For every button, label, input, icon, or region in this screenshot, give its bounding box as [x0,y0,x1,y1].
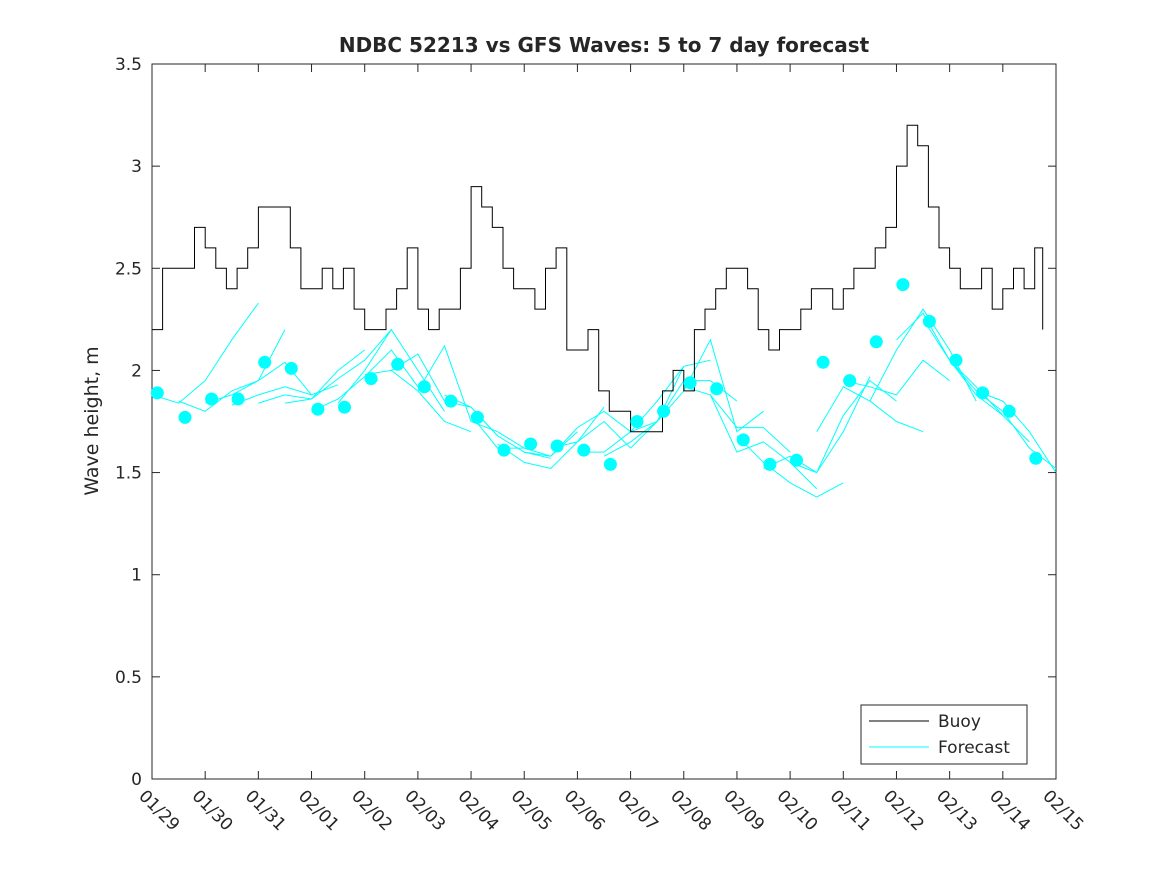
forecast-line-27 [869,308,977,402]
forecast-marker-12 [470,410,484,424]
forecast-line-14 [524,410,631,457]
x-tick-label-17: 02/15 [1038,786,1087,835]
legend-box [860,704,1028,765]
x-tick-label-1: 01/30 [188,786,237,835]
forecast-line-0 [151,302,259,404]
forecast-marker-8 [364,372,378,386]
forecast-line-19 [656,338,764,433]
forecast-marker-7 [338,400,351,414]
x-tick-label-15: 02/13 [932,786,981,835]
y-tick-label-3: 1.5 [115,464,142,484]
forecast-marker-30 [949,353,963,367]
forecast-marker-22 [736,433,750,447]
forecast-marker-9 [391,357,405,371]
forecast-marker-14 [524,437,538,451]
x-tick-label-0: 01/29 [134,786,183,835]
y-tick-label-2: 1 [131,566,142,586]
forecast-line-21 [709,394,818,490]
x-tick-label-9: 02/07 [613,786,662,835]
forecast-line-22 [736,435,844,498]
x-tick-label-16: 02/14 [985,786,1034,835]
forecast-marker-10 [417,380,431,394]
forecast-marker-6 [311,402,325,416]
series-layer [150,124,1057,498]
forecast-line-13 [497,406,605,470]
forecast-marker-19 [657,404,671,418]
x-tick-label-12: 02/10 [773,786,822,835]
y-axis-label: Wave height, m [81,346,103,495]
x-tick-label-10: 02/08 [666,786,715,835]
y-tick-label-1: 0.5 [115,668,142,688]
forecast-line-20 [683,386,791,453]
forecast-line-15 [550,420,658,449]
forecast-marker-18 [630,415,644,428]
forecast-marker-23 [763,457,777,471]
forecast-marker-2 [205,392,219,406]
x-tick-label-4: 02/02 [347,786,396,835]
legend-forecast-label: Forecast [938,738,1010,758]
x-tick-label-13: 02/11 [826,786,875,835]
chart-title: NDBC 52213 vs GFS Waves: 5 to 7 day fore… [339,33,870,57]
forecast-marker-28 [896,278,910,292]
forecast-marker-33 [1029,451,1043,465]
forecast-marker-0 [150,386,164,400]
forecast-marker-11 [444,394,458,408]
forecast-marker-24 [790,453,803,467]
forecast-marker-25 [816,355,830,369]
x-tick-label-5: 02/03 [400,786,449,835]
x-tick-label-8: 02/06 [560,786,609,835]
y-tick-label-6: 3 [131,157,142,177]
x-tick-label-14: 02/12 [879,786,928,835]
forecast-line-3 [231,384,339,406]
x-tick-label-6: 02/04 [454,786,503,835]
forecast-line-10 [417,344,525,449]
x-tick-label-7: 02/05 [507,786,556,835]
forecast-marker-29 [922,314,936,328]
forecast-marker-27 [869,335,883,349]
forecast-marker-31 [976,386,990,400]
x-tick-label-2: 01/31 [241,786,290,835]
forecast-line-11 [444,394,551,459]
y-tick-label-0: 0 [131,770,142,790]
forecast-line-24 [789,379,897,474]
y-tick-label-5: 2.5 [115,259,142,279]
forecast-marker-16 [577,443,591,457]
forecast-marker-21 [710,382,724,396]
forecast-marker-20 [683,376,697,390]
forecast-marker-32 [1002,404,1016,418]
forecast-marker-5 [284,361,298,375]
forecast-marker-4 [258,355,272,369]
y-tick-label-7: 3.5 [115,55,142,75]
legend-buoy-label: Buoy [938,712,981,732]
forecast-line-31 [976,390,1057,473]
forecast-line-26 [843,359,950,396]
forecast-marker-17 [603,457,617,471]
forecast-marker-3 [231,392,245,406]
buoy-line [152,124,1044,433]
legend: Buoy Forecast [860,704,1028,765]
y-tick-label-4: 2 [131,361,142,381]
x-tick-label-3: 02/01 [294,786,343,835]
forecast-line-5 [284,329,392,404]
forecast-marker-26 [843,374,857,388]
forecast-marker-1 [178,410,192,424]
x-tick-label-11: 02/09 [719,786,768,835]
forecast-marker-15 [550,439,564,453]
forecast-marker-13 [497,443,511,457]
